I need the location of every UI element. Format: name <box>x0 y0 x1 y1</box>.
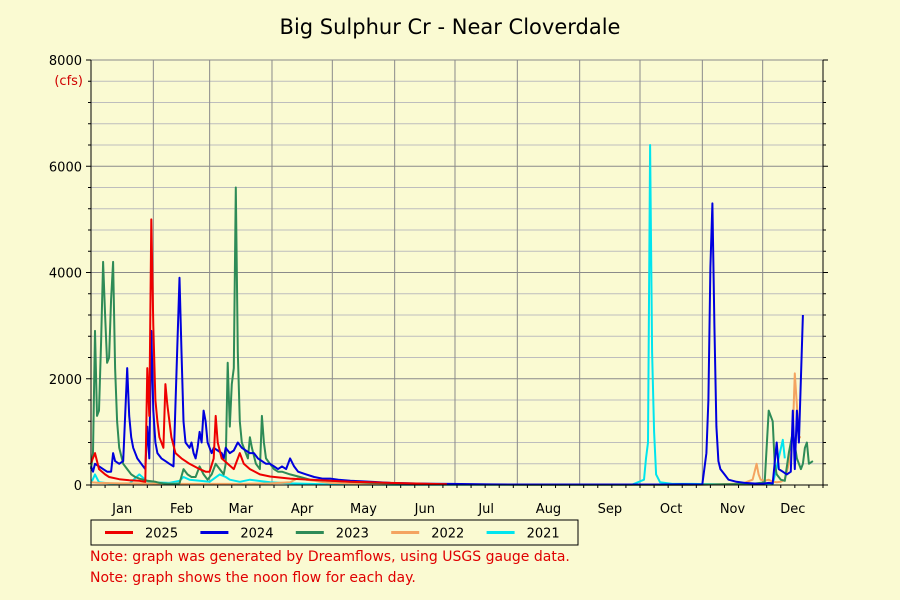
x-tick-label: Jun <box>414 502 435 517</box>
x-tick-label: May <box>350 502 377 517</box>
legend-label-2023: 2023 <box>336 527 369 542</box>
series-line-2024 <box>90 202 804 486</box>
axes: 0 2000 4000 6000 8000 Jan Feb Mar Apr May Jun Jul Au… <box>49 54 828 517</box>
x-tick-label: Jan <box>111 502 132 517</box>
x-tick-label: Jul <box>477 502 494 517</box>
series-line-2025 <box>90 218 447 486</box>
note-source: Note: graph was generated by Dreamflows,… <box>90 549 570 565</box>
x-tick-label: Oct <box>660 502 682 517</box>
chart-title: Big Sulphur Cr - Near Cloverdale <box>280 15 621 39</box>
x-tick-label: Dec <box>780 502 805 517</box>
y-tick-label: 4000 <box>49 267 82 282</box>
x-tick-label: Sep <box>598 502 623 517</box>
legend-label-2024: 2024 <box>240 527 273 542</box>
legend-label-2025: 2025 <box>145 527 178 542</box>
series-lines <box>90 144 814 486</box>
x-tick-label: Feb <box>170 502 193 517</box>
y-tick-label: 6000 <box>49 160 82 175</box>
legend-label-2021: 2021 <box>527 527 560 542</box>
y-tick-label: 0 <box>74 479 82 494</box>
y-unit-label: (cfs) <box>54 74 83 89</box>
legend: 2025 2024 2023 2022 2021 <box>90 519 579 546</box>
y-tick-label: 2000 <box>49 373 82 388</box>
note-noon-flow: Note: graph shows the noon flow for each… <box>90 570 416 586</box>
x-tick-label: Apr <box>291 502 314 517</box>
x-tick-label: Nov <box>720 502 746 517</box>
legend-label-2022: 2022 <box>431 527 464 542</box>
x-tick-label: Aug <box>536 502 561 517</box>
y-tick-label: 8000 <box>49 54 82 69</box>
x-tick-label: Mar <box>229 502 254 517</box>
series-line-2023 <box>90 186 814 486</box>
